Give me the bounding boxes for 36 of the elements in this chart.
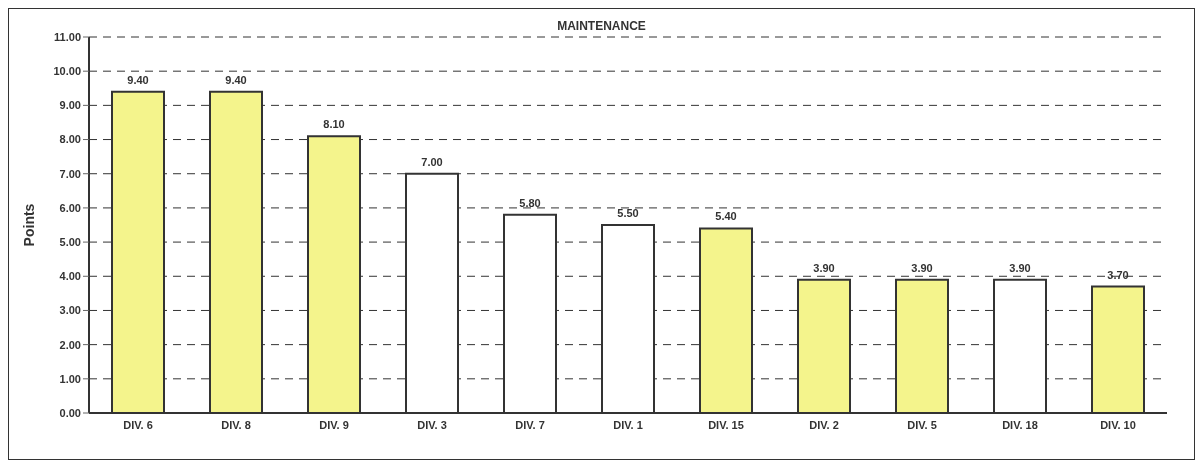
y-tick-label: 3.00 [59,304,81,317]
y-tick-label: 1.00 [59,372,81,385]
y-tick-label: 8.00 [59,133,81,146]
data-label: 5.40 [715,210,737,223]
x-tick-label: DIV. 8 [221,418,251,431]
y-tick-label: 5.00 [59,236,81,248]
x-tick-label: DIV. 10 [1100,418,1136,431]
y-tick-label: 9.00 [59,99,81,112]
data-label: 3.90 [813,261,835,274]
data-label: 5.50 [617,207,639,219]
y-tick-label: 11.00 [54,30,81,43]
y-tick-label: 4.00 [59,270,81,283]
data-label: 9.40 [225,73,247,86]
data-label: 7.00 [421,155,443,168]
chart-title: MAINTENANCE [557,19,646,33]
x-tick-label: DIV. 6 [123,418,153,431]
x-tick-label: DIV. 2 [809,418,839,431]
x-tick-label: DIV. 7 [515,418,545,431]
y-tick-label: 7.00 [59,167,81,180]
x-tick-label: DIV. 3 [417,418,447,431]
data-label: 3.70 [1107,268,1129,281]
y-tick-label: 10.00 [53,65,81,78]
data-label: 3.90 [911,261,933,274]
x-tick-label: DIV. 18 [1002,418,1038,431]
y-tick-label: 2.00 [59,338,81,351]
x-tick-label: DIV. 9 [319,418,349,431]
y-tick-label: 0.00 [59,406,81,419]
data-label: 9.40 [127,73,149,86]
x-tick-label: DIV. 15 [708,418,744,431]
x-tick-label: DIV. 1 [613,418,643,431]
data-label: 3.90 [1009,261,1031,274]
y-tick-label: 6.00 [59,201,81,214]
x-tick-label: DIV. 5 [907,418,937,431]
y-axis-title: Points [20,203,37,247]
data-label: 5.80 [519,196,541,209]
data-label: 8.10 [323,118,345,131]
